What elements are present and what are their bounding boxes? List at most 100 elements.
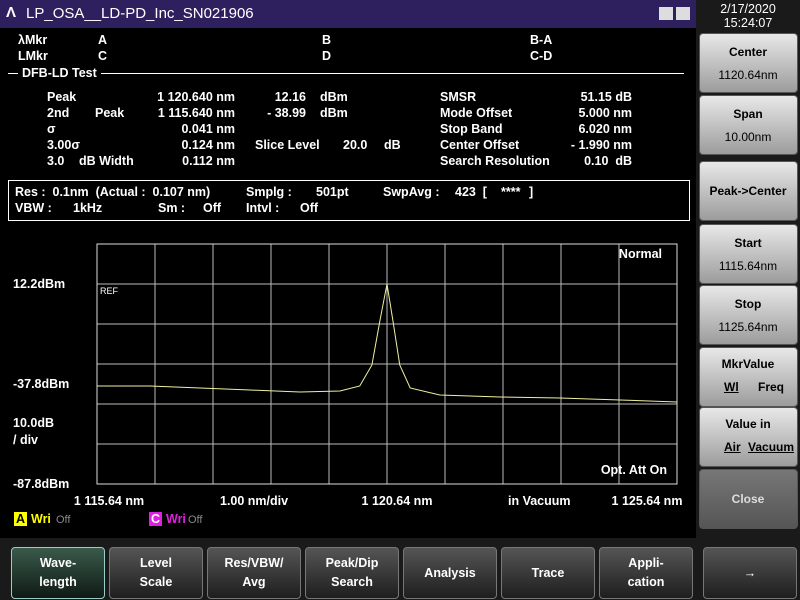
marker-label: B-A xyxy=(530,33,553,47)
button-option: Vacuum xyxy=(748,440,795,454)
div-label: 1.00 nm/div xyxy=(220,494,289,508)
result-label: Peak xyxy=(47,90,77,104)
setting: SwpAvg : xyxy=(383,185,440,199)
result-label: dB Width xyxy=(79,154,134,168)
button-label: Wave- xyxy=(39,556,77,570)
marker-label: D xyxy=(322,49,332,63)
window-title: LP_OSA__LD-PD_Inc_SN021906 xyxy=(26,5,254,22)
next-button[interactable]: → xyxy=(703,547,797,599)
result-label: SMSR xyxy=(440,90,477,104)
button-label: MkrValue xyxy=(721,357,775,371)
setting: 1kHz xyxy=(73,201,103,215)
x-tick-label: 1 120.64 nm xyxy=(361,494,433,508)
trace-mode: Normal xyxy=(618,247,662,261)
bottom-button[interactable]: Res/VBW/Avg xyxy=(207,547,301,599)
button-label: Trace xyxy=(531,566,565,580)
setting: Intvl : xyxy=(246,201,280,215)
button-label: Center xyxy=(728,45,768,59)
result-label: 3.00σ xyxy=(47,138,80,152)
side-button[interactable]: Start 1115.64nm xyxy=(699,224,798,284)
button-option: Freq xyxy=(758,380,785,394)
result-label: Center Offset xyxy=(440,138,520,152)
plot-frame xyxy=(96,243,678,485)
settings-box xyxy=(8,180,690,221)
result-value: 1 120.640 nm xyxy=(157,90,235,104)
button-label: Scale xyxy=(139,575,173,589)
setting: Off xyxy=(300,201,319,215)
bottom-button[interactable]: Appli-cation xyxy=(599,547,693,599)
trace-state: Off xyxy=(188,514,203,526)
side-button[interactable]: Span 10.00nm xyxy=(699,95,798,155)
bottom-button[interactable]: Level Scale xyxy=(109,547,203,599)
result-unit: dBm xyxy=(320,106,348,120)
button-label: cation xyxy=(627,575,665,589)
y-tick-label: -87.8dBm xyxy=(13,477,70,491)
bottom-button[interactable]: Peak/Dip Search xyxy=(305,547,399,599)
side-button[interactable]: Close xyxy=(699,469,798,529)
marker-label: A xyxy=(98,33,108,47)
scale-label: 10.0dB xyxy=(13,416,54,430)
trace-id[interactable]: A xyxy=(14,512,28,526)
button-label: Level xyxy=(140,556,172,570)
scale-label: / div xyxy=(13,433,39,447)
spectrum-trace xyxy=(97,283,678,403)
result-unit: dB xyxy=(384,138,401,152)
marker-label: C xyxy=(98,49,108,63)
result-label: Mode Offset xyxy=(440,106,513,120)
side-button[interactable]: MkrValue Wl Freq xyxy=(699,347,798,407)
minimize-button[interactable] xyxy=(659,7,673,20)
result-label: Slice Level xyxy=(255,138,320,152)
result-value: 0.124 nm xyxy=(181,138,235,152)
result-value: 12.16 xyxy=(274,90,306,104)
result-label: 3.0 xyxy=(47,154,65,168)
section-title: DFB-LD Test xyxy=(18,66,101,80)
button-label: Peak/Dip xyxy=(325,556,379,570)
button-label: Close xyxy=(731,492,765,506)
date: 2/17/2020 xyxy=(720,2,776,16)
setting: Sm : xyxy=(158,201,186,215)
button-label: Start xyxy=(734,236,762,250)
result-value: 20.0 xyxy=(343,138,368,152)
trace-id[interactable]: C xyxy=(149,512,163,526)
result-value: 51.15 dB xyxy=(580,90,632,104)
button-label: Res/VBW/ xyxy=(224,556,284,570)
result-label: Peak xyxy=(95,106,125,120)
marker-label: λMkr xyxy=(18,33,48,47)
button-value: 1125.64nm xyxy=(718,320,778,334)
button-label: Span xyxy=(733,107,763,121)
button-option: Air xyxy=(724,440,741,454)
y-tick-label: -37.8dBm xyxy=(13,377,70,391)
result-label: 2nd xyxy=(47,106,70,120)
side-button[interactable]: Value in Air Vacuum xyxy=(699,407,798,467)
result-value: 0.041 nm xyxy=(181,122,235,136)
result-value: 0.10 dB xyxy=(584,154,632,168)
spectrum-plot xyxy=(96,243,678,485)
x-tick-label: 1 115.64 nm xyxy=(73,494,145,508)
button-label: Value in xyxy=(725,417,771,431)
button-label: Appli- xyxy=(628,556,664,570)
result-value: 1 115.640 nm xyxy=(157,106,235,120)
ref-label: REF xyxy=(100,286,118,296)
setting: 501pt xyxy=(316,185,349,199)
y-tick-label: 12.2dBm xyxy=(13,277,66,291)
setting: Res : 0.1nm (Actual : 0.107 nm) xyxy=(15,185,211,199)
time: 15:24:07 xyxy=(723,16,773,30)
bottom-button[interactable]: Trace xyxy=(501,547,595,599)
side-button[interactable]: Stop 1125.64nm xyxy=(699,285,798,345)
button-value: 10.00nm xyxy=(724,130,772,144)
setting: VBW : xyxy=(15,201,52,215)
maximize-button[interactable] xyxy=(676,7,690,20)
osa-window: Λ LP_OSA__LD-PD_Inc_SN021906 λMkr A B B-… xyxy=(0,0,696,538)
side-button[interactable]: Center 1120.64nm xyxy=(699,33,798,93)
button-value: 1115.64nm xyxy=(718,259,778,273)
att-label: Opt. Att On xyxy=(600,463,667,477)
title-bar xyxy=(0,0,696,28)
bottom-button[interactable]: Wave-length xyxy=(11,547,105,599)
button-label: Peak->Center xyxy=(709,184,787,198)
button-label: Search xyxy=(331,575,373,589)
button-value: 1120.64nm xyxy=(718,68,778,82)
bottom-button[interactable]: Analysis xyxy=(403,547,497,599)
result-label: σ xyxy=(47,122,56,136)
medium-label: in Vacuum xyxy=(508,494,571,508)
side-button[interactable]: Peak->Center xyxy=(699,161,798,221)
